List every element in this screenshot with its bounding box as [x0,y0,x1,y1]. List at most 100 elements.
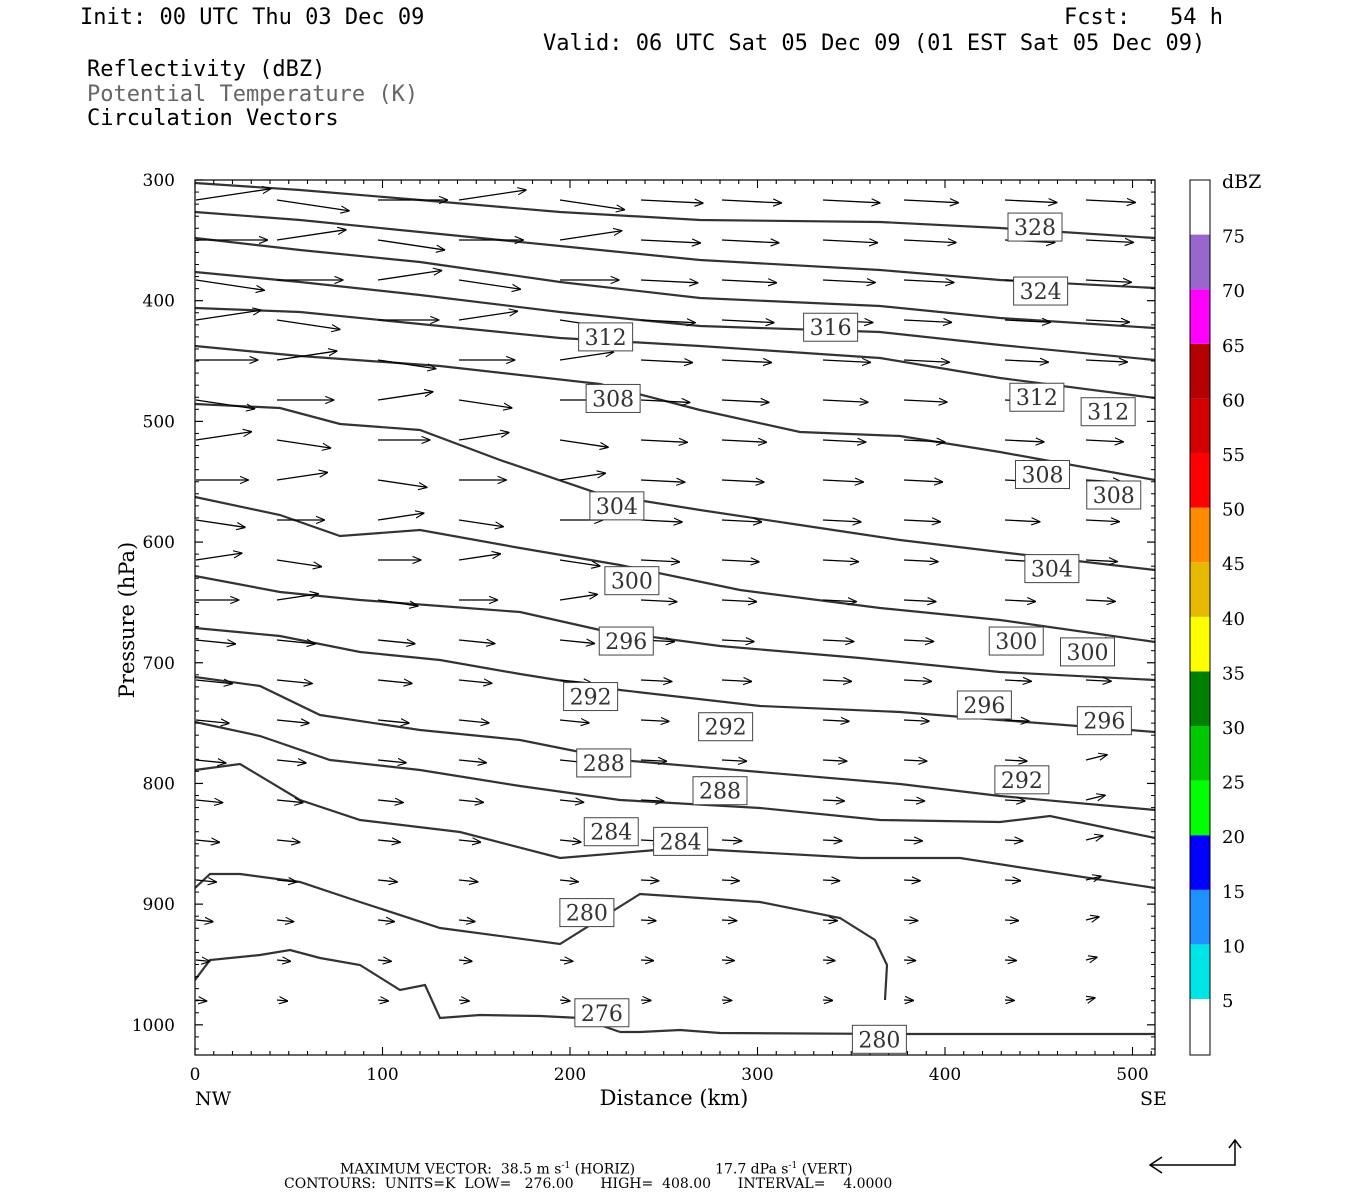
wind-vector [822,360,870,362]
wind-vector [1004,520,1039,522]
y-tick-label: 800 [143,774,175,794]
contour-label: 304 [1024,554,1080,584]
wind-vector [903,800,924,801]
wind-vector [195,399,254,409]
svg-text:300: 300 [995,630,1037,655]
theta-contour [195,210,1155,290]
wind-vector [458,920,475,922]
svg-text:292: 292 [1001,769,1043,794]
wind-vector [822,240,877,243]
wind-vector [1004,360,1048,362]
wind-vector [903,960,915,961]
contour-label: 288 [692,776,748,806]
wind-vector [1004,880,1020,881]
wind-vector [377,599,418,606]
wind-vector [559,840,581,842]
theta-contour [620,1028,1155,1036]
wind-vector [822,440,865,442]
wind-vector [195,1000,206,1001]
wind-vector [1085,795,1105,800]
theta-contour [195,948,621,1034]
wind-vector [377,392,432,401]
y-axis: 300 400 500 600 700 800 900 1000 [132,171,1155,1050]
y-tick-label: 600 [143,533,175,553]
wind-vector [195,553,242,561]
colorbar-label: 5 [1222,991,1233,1012]
field-potential-temperature: Potential Temperature (K) [87,82,419,107]
wind-vector [903,240,956,243]
colorbar-segment [1190,343,1210,399]
svg-text:292: 292 [570,686,612,711]
wind-vector [195,880,216,882]
wind-vector [195,640,235,644]
x-axis-label: Distance (km) [600,1086,749,1110]
wind-vector [559,594,597,601]
plot-frame [194,179,1156,1056]
wind-vector [1085,998,1095,1000]
svg-text:312: 312 [1016,386,1058,411]
theta-contour [195,762,1155,890]
colorbar-segment [1190,835,1210,890]
wind-vector [377,760,406,763]
svg-text:300: 300 [611,570,653,595]
wind-vector [377,880,397,882]
wind-vector [822,560,858,562]
wind-vector [721,360,771,362]
theta-contour [195,236,1155,330]
wind-vector [721,320,774,323]
wind-vector [822,520,861,522]
wind-vector [559,473,605,481]
wind-vector [276,640,315,644]
wind-vector [640,200,703,203]
wind-vector [195,519,245,527]
wind-vector [721,640,754,642]
contour-label: 312 [1080,397,1136,427]
wind-vector [195,189,270,201]
wind-vector [640,480,684,482]
wind-vector [276,960,290,961]
wind-vector [276,594,318,601]
contour-label: 296 [1076,706,1132,736]
wind-vector [458,279,520,289]
wind-vector [903,880,920,881]
svg-text:300: 300 [1067,641,1109,666]
contour-label: 300 [604,566,660,596]
theta-contour [195,344,1155,482]
theta-contour [195,270,1155,362]
wind-vector [458,399,512,408]
svg-text:292: 292 [705,716,747,741]
wind-vector [640,520,682,522]
svg-text:280: 280 [858,1028,900,1053]
wind-vector [1004,320,1050,322]
x-tick-label: 300 [741,1065,773,1085]
wind-vector [903,320,951,322]
wind-vector [1085,200,1135,202]
wind-vector [377,680,412,683]
contour-label: 300 [1060,637,1115,667]
wind-vector [458,311,517,321]
colorbar-label: 40 [1222,609,1245,630]
wind-vector [458,433,509,441]
contour-label: 304 [589,491,645,521]
svg-text:304: 304 [596,495,638,520]
wind-vector [458,840,480,842]
wind-vector [1085,876,1101,880]
wind-vector [721,880,739,881]
colorbar-segment [1190,453,1210,508]
wind-vector [458,800,483,802]
wind-vector [458,519,503,527]
wind-vector [822,640,854,642]
wind-vector [903,600,936,602]
svg-text:284: 284 [590,821,632,846]
theta-contour [195,626,1155,734]
wind-vector [721,200,781,203]
wind-vector [903,640,933,641]
x-right-label: SE [1140,1088,1167,1110]
wind-vector [195,760,226,763]
wind-vector [1085,520,1119,522]
wind-vector [1085,836,1103,840]
wind-vector [559,1000,570,1001]
svg-text:276: 276 [581,1002,623,1027]
svg-text:288: 288 [583,752,625,777]
contour-label: 316 [803,312,859,342]
